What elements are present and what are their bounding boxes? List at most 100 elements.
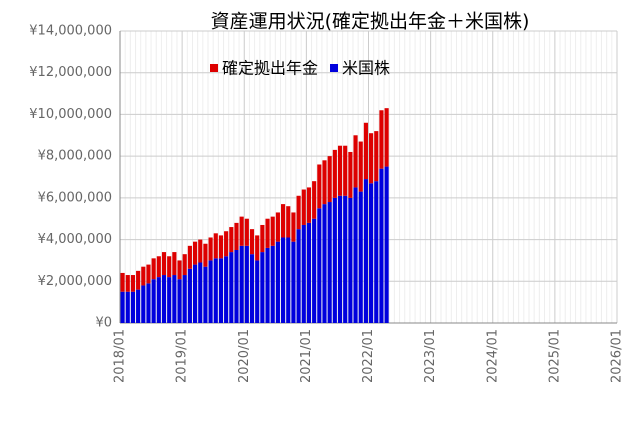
legend-label: 確定拠出年金: [222, 59, 318, 78]
bar-segment: [177, 260, 182, 280]
bar-segment: [384, 166, 389, 323]
bar-segment: [348, 197, 353, 323]
bar-segment: [348, 151, 353, 198]
bar-segment: [317, 164, 322, 209]
bar-segment: [374, 131, 379, 182]
bar-segment: [249, 254, 255, 323]
legend-swatch: [210, 64, 218, 72]
x-tick-label: 2021/01: [299, 329, 314, 383]
y-tick-label: ¥12,000,000: [29, 65, 112, 80]
bar-segment: [306, 187, 312, 223]
bar-segment: [177, 279, 182, 323]
x-tick-label: 2025/01: [547, 329, 562, 383]
bar-segment: [312, 181, 317, 219]
bar-segment: [296, 195, 301, 230]
bar-segment: [224, 231, 229, 257]
bar-segment: [213, 233, 218, 259]
x-tick-label: 2023/01: [423, 329, 438, 383]
bar-segment: [363, 122, 368, 180]
bar-segment: [260, 224, 265, 253]
bar-segment: [322, 204, 327, 323]
bar-segment: [208, 237, 213, 261]
bar-segment: [275, 212, 280, 242]
legend-swatch: [330, 64, 339, 72]
bar-segment: [322, 160, 327, 205]
bar-segment: [120, 291, 125, 323]
x-tick-label: 2026/01: [610, 329, 625, 383]
bar-segment: [130, 275, 136, 292]
bar-segment: [317, 208, 322, 323]
y-tick-label: ¥10,000,000: [29, 107, 112, 122]
bar-segment: [332, 197, 337, 323]
bar-segment: [156, 256, 161, 278]
bar-segment: [244, 218, 249, 246]
bar-segment: [213, 258, 218, 323]
bar-segment: [234, 250, 239, 323]
bar-segment: [343, 145, 348, 196]
bar-segment: [312, 218, 317, 323]
bar-segment: [275, 241, 280, 323]
bar-segment: [379, 110, 384, 169]
y-tick-label: ¥0: [95, 316, 112, 331]
bar-segment: [363, 179, 368, 323]
bar-segment: [306, 222, 312, 323]
bar-segment: [146, 283, 151, 323]
bar-segment: [187, 268, 192, 323]
bar-segment: [337, 195, 343, 323]
y-tick-label: ¥8,000,000: [38, 149, 112, 164]
bar-segment: [281, 237, 286, 323]
bar-segment: [146, 264, 151, 284]
bar-segment: [187, 245, 192, 269]
x-tick-label: 2019/01: [175, 329, 190, 383]
bar-segment: [136, 289, 141, 323]
bar-segment: [167, 256, 172, 278]
y-tick-label: ¥4,000,000: [38, 232, 112, 247]
y-tick-label: ¥2,000,000: [38, 274, 112, 289]
bar-segment: [141, 266, 146, 286]
bar-segment: [239, 245, 244, 323]
x-tick-label: 2022/01: [361, 329, 376, 383]
x-tick-label: 2024/01: [485, 329, 500, 383]
x-tick-label: 2018/01: [113, 329, 128, 383]
bar-segment: [151, 258, 156, 280]
bar-segment: [151, 279, 156, 323]
bar-segment: [218, 258, 224, 323]
bar-segment: [374, 181, 379, 323]
bar-segment: [198, 239, 203, 263]
bar-segment: [286, 237, 291, 323]
bar-segment: [249, 229, 255, 255]
bar-segment: [332, 149, 337, 198]
chart-title: 資産運用状況(確定拠出年金＋米国株): [211, 11, 530, 33]
bar-segment: [218, 235, 224, 259]
bar-segment: [343, 195, 348, 323]
bar-segment: [136, 270, 141, 290]
y-tick-label: ¥14,000,000: [29, 24, 112, 39]
bar-segment: [358, 141, 363, 192]
bar-segment: [208, 260, 213, 323]
bar-segment: [265, 247, 270, 323]
bar-segment: [239, 216, 244, 246]
bar-segment: [379, 168, 384, 323]
bar-segment: [161, 252, 167, 276]
bar-segment: [244, 245, 249, 323]
bar-segment: [286, 206, 291, 238]
bar-segment: [327, 156, 332, 203]
bar-segment: [301, 189, 306, 225]
bar-segment: [327, 202, 332, 323]
bar-segment: [229, 252, 234, 323]
bar-segment: [172, 275, 177, 323]
bar-segment: [182, 275, 187, 323]
bar-segment: [369, 183, 374, 323]
y-tick-label: ¥6,000,000: [38, 190, 112, 205]
x-tick-label: 2020/01: [237, 329, 252, 383]
bar-segment: [234, 222, 239, 250]
legend-label: 米国株: [342, 59, 390, 78]
bar-segment: [224, 256, 229, 323]
bar-segment: [141, 285, 146, 323]
bar-segment: [296, 229, 301, 323]
bar-segment: [182, 254, 187, 276]
bar-segment: [125, 275, 130, 292]
bar-segment: [291, 212, 296, 242]
bar-segment: [358, 191, 363, 323]
